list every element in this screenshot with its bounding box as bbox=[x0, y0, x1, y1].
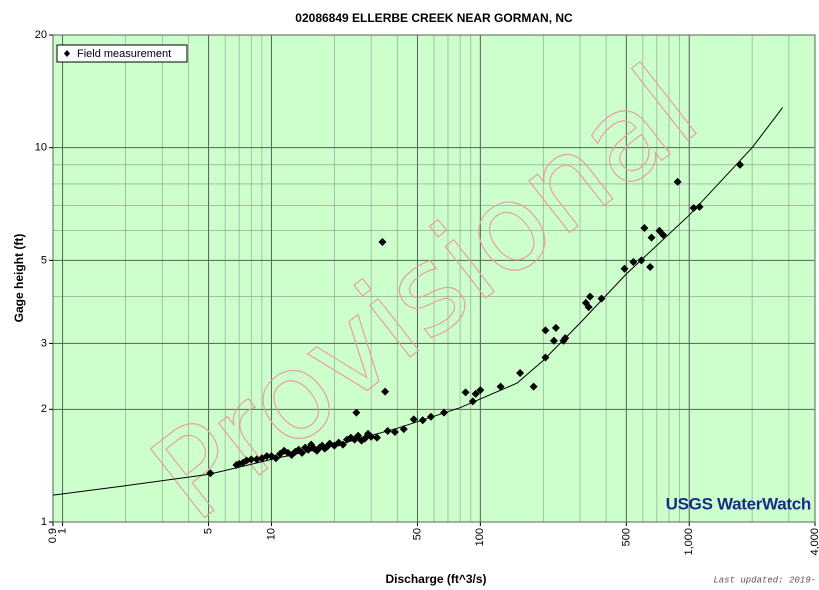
x-tick-label: 5 bbox=[202, 528, 214, 534]
point bbox=[584, 303, 593, 312]
point bbox=[647, 233, 656, 242]
point bbox=[549, 336, 558, 345]
y-tick-label: 2 bbox=[41, 403, 47, 415]
point bbox=[629, 257, 638, 266]
y-tick-label: 5 bbox=[41, 254, 47, 266]
y-axis-label: Gage height (ft) bbox=[12, 234, 26, 323]
x-tick-label: 1,000 bbox=[683, 528, 695, 556]
point bbox=[695, 202, 704, 211]
point bbox=[597, 294, 606, 303]
chart-title: 02086849 ELLERBE CREEK NEAR GORMAN, NC bbox=[295, 11, 573, 25]
point bbox=[381, 387, 390, 396]
rating-curve bbox=[52, 107, 783, 496]
x-tick-label: 0.9 bbox=[47, 528, 59, 543]
point bbox=[551, 323, 560, 332]
point bbox=[476, 386, 485, 395]
point bbox=[352, 408, 361, 417]
x-axis-label: Discharge (ft^3/s) bbox=[385, 572, 486, 586]
point bbox=[496, 382, 505, 391]
point bbox=[262, 452, 271, 461]
point bbox=[659, 230, 668, 239]
x-tick-label: 500 bbox=[620, 528, 632, 546]
legend-marker bbox=[64, 50, 70, 57]
footer: Last updated: 2019- bbox=[713, 575, 816, 585]
point bbox=[409, 415, 418, 424]
point bbox=[471, 389, 480, 398]
point bbox=[206, 469, 215, 478]
point bbox=[372, 433, 381, 442]
point bbox=[247, 455, 256, 464]
point bbox=[673, 177, 682, 186]
x-tick-label: 100 bbox=[474, 528, 486, 546]
point bbox=[640, 224, 649, 233]
y-tick-label: 3 bbox=[41, 337, 47, 349]
point bbox=[586, 292, 595, 301]
x-tick-label: 10 bbox=[265, 528, 277, 540]
x-tick-label: 1 bbox=[56, 528, 68, 534]
point bbox=[541, 326, 550, 335]
x-tick-label: 4,000 bbox=[809, 528, 819, 556]
point bbox=[378, 237, 387, 246]
y-tick-label: 1 bbox=[41, 516, 47, 528]
x-tick-label: 50 bbox=[411, 528, 423, 540]
y-tick-label: 20 bbox=[35, 29, 47, 41]
point bbox=[461, 388, 470, 397]
point bbox=[354, 431, 363, 440]
logo: USGS WaterWatch bbox=[666, 494, 811, 513]
legend-label: Field measurement bbox=[77, 48, 171, 60]
point bbox=[689, 204, 698, 213]
y-tick-label: 10 bbox=[35, 142, 47, 154]
point bbox=[516, 369, 525, 378]
point bbox=[252, 455, 261, 464]
point bbox=[646, 262, 655, 271]
point bbox=[620, 264, 629, 273]
legend-box bbox=[56, 44, 188, 63]
point bbox=[529, 382, 538, 391]
